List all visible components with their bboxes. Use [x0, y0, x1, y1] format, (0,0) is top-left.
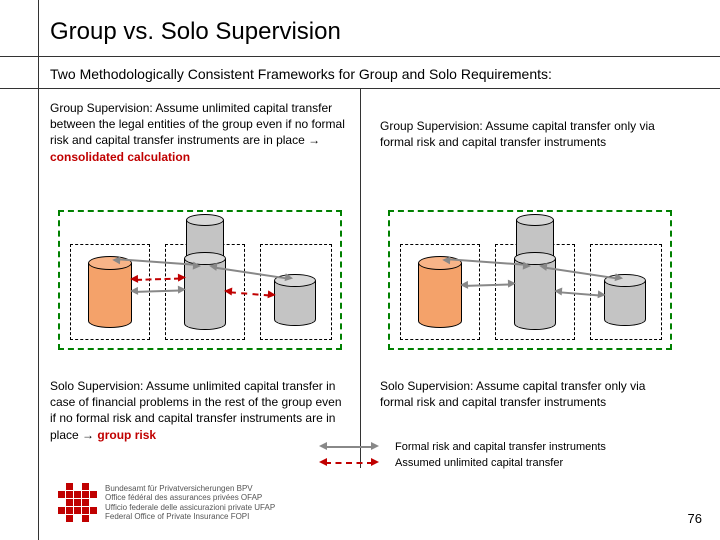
- column-divider: [360, 88, 361, 468]
- text-bottom-right: Solo Supervision: Assume capital transfe…: [380, 378, 680, 410]
- cylinder-icon: [88, 256, 132, 328]
- page-number: 76: [688, 511, 702, 526]
- footer-l1: Bundesamt für Privatversicherungen BPV: [105, 484, 275, 493]
- diagram-left: [50, 200, 350, 360]
- cylinder-icon: [604, 274, 646, 326]
- legend: Formal risk and capital transfer instrum…: [395, 440, 606, 472]
- page-subtitle: Two Methodologically Consistent Framewor…: [50, 66, 552, 82]
- diagram-right: [380, 200, 680, 360]
- footer-l2: Office fédéral des assurances privées OF…: [105, 493, 275, 502]
- margin-rule: [38, 0, 39, 540]
- logo-icon: [58, 483, 97, 522]
- emph: consolidated calculation: [50, 150, 190, 164]
- page-title: Group vs. Solo Supervision: [50, 18, 341, 46]
- arrow-symbol: →: [82, 428, 94, 442]
- arrow-symbol: →: [308, 133, 320, 147]
- rule-1: [0, 56, 720, 57]
- emph: group risk: [94, 428, 156, 442]
- text-top-left: Group Supervision: Assume unlimited capi…: [50, 100, 350, 165]
- text-top-right: Group Supervision: Assume capital transf…: [380, 118, 680, 150]
- txt: Group Supervision: Assume unlimited capi…: [50, 101, 345, 147]
- cylinder-icon: [274, 274, 316, 326]
- text-bottom-left: Solo Supervision: Assume unlimited capit…: [50, 378, 350, 443]
- legend-label-1: Formal risk and capital transfer instrum…: [395, 441, 606, 453]
- footer-l4: Federal Office of Private Insurance FOPI: [105, 512, 275, 521]
- footer-l3: Ufficio federale delle assicurazioni pri…: [105, 503, 275, 512]
- cylinder-icon: [418, 256, 462, 328]
- legend-label-2: Assumed unlimited capital transfer: [395, 457, 563, 469]
- footer: Bundesamt für Privatversicherungen BPV O…: [58, 483, 275, 522]
- footer-text: Bundesamt für Privatversicherungen BPV O…: [105, 484, 275, 521]
